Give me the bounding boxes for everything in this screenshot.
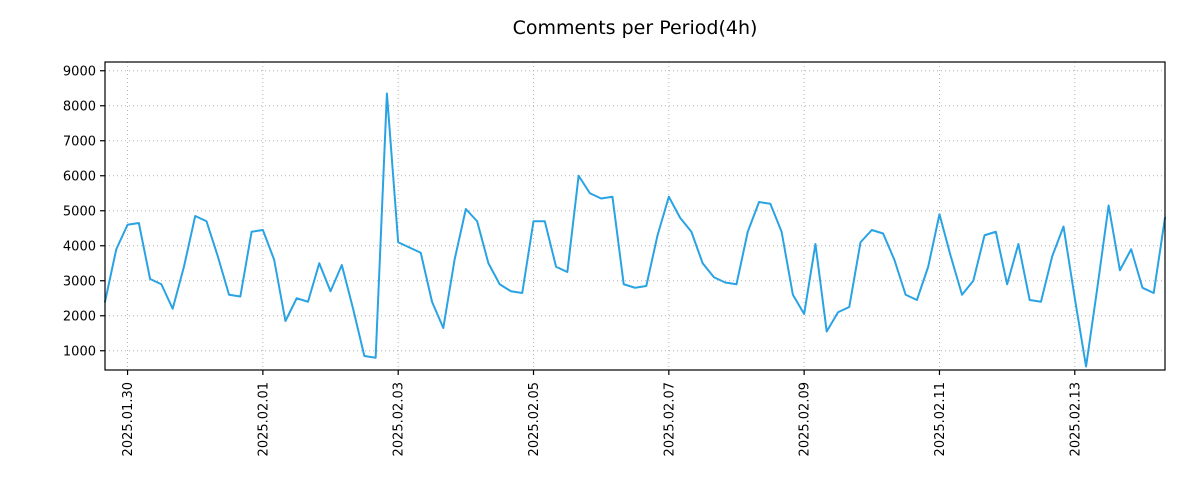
- y-tick-label: 9000: [63, 64, 96, 79]
- y-tick-label: 5000: [63, 204, 96, 219]
- y-tick-label: 7000: [63, 134, 96, 149]
- tick-labels: 1000 2000 3000 4000 5000 6000 7000 8000 9000 2025…: [63, 64, 1083, 456]
- y-tick-label: 8000: [63, 99, 96, 114]
- axes: [100, 61, 1166, 375]
- y-tick-label: 6000: [63, 169, 96, 184]
- x-tick-label: 2025.01.30: [121, 382, 136, 456]
- y-tick-label: 3000: [63, 274, 96, 289]
- y-tick-label: 4000: [63, 239, 96, 254]
- gridlines: [105, 62, 1165, 370]
- x-tick-label: 2025.02.13: [1068, 382, 1083, 456]
- y-tick-label: 1000: [63, 344, 96, 359]
- x-tick-label: 2025.02.09: [798, 382, 813, 456]
- x-tick-label: 2025.02.01: [256, 382, 271, 456]
- y-tick-label: 2000: [63, 309, 96, 324]
- plot-frame: [104, 61, 1166, 371]
- x-tick-label: 2025.02.05: [527, 382, 542, 456]
- x-tick-label: 2025.02.03: [392, 382, 407, 456]
- x-tick-label: 2025.02.11: [933, 382, 948, 456]
- chart-title: Comments per Period(4h): [513, 17, 758, 39]
- series-line: [104, 92, 1166, 368]
- data-series: [104, 92, 1166, 368]
- x-tick-label: 2025.02.07: [662, 382, 677, 456]
